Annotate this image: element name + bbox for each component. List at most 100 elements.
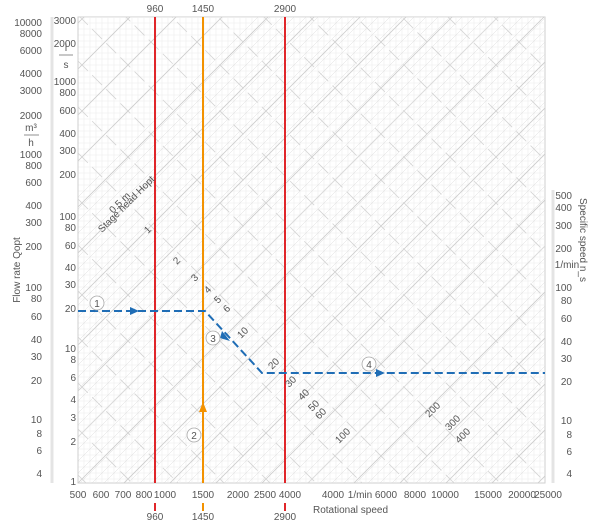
svg-text:3: 3 (210, 334, 216, 345)
svg-text:60: 60 (65, 241, 77, 252)
svg-text:100: 100 (59, 212, 76, 223)
unit-m3h: m³ h (24, 123, 39, 149)
svg-text:60: 60 (561, 314, 573, 325)
svg-text:500: 500 (70, 490, 87, 501)
x-axis-title: Rotational speed (313, 505, 388, 516)
svg-text:4000: 4000 (279, 490, 302, 501)
svg-text:4000: 4000 (20, 69, 43, 80)
svg-text:10: 10 (561, 416, 573, 427)
y-axis-right-title: Specific speed n_s (577, 198, 588, 282)
svg-text:960: 960 (147, 512, 164, 523)
svg-text:4: 4 (36, 469, 42, 480)
svg-text:4: 4 (70, 395, 76, 406)
svg-text:6: 6 (36, 446, 42, 457)
svg-text:3000: 3000 (20, 86, 43, 97)
svg-text:30: 30 (561, 354, 573, 365)
svg-text:2000: 2000 (54, 39, 77, 50)
svg-text:400: 400 (555, 203, 572, 214)
svg-text:200: 200 (555, 244, 572, 255)
svg-text:2900: 2900 (274, 512, 297, 523)
svg-text:600: 600 (25, 178, 42, 189)
svg-text:10: 10 (31, 415, 43, 426)
svg-text:600: 600 (93, 490, 110, 501)
svg-text:1000: 1000 (20, 150, 43, 161)
svg-text:4: 4 (566, 469, 572, 480)
svg-text:8000: 8000 (20, 29, 43, 40)
svg-text:400: 400 (25, 201, 42, 212)
arrow-diagonal-icon (220, 331, 230, 341)
svg-text:100: 100 (555, 283, 572, 294)
svg-text:800: 800 (25, 161, 42, 172)
svg-text:8: 8 (566, 430, 572, 441)
svg-text:2: 2 (191, 431, 197, 442)
svg-text:300: 300 (59, 146, 76, 157)
x-axis-ticks: 500 600 700 800 1000 1500 2000 2500 4000 4000 1/mi… (70, 490, 563, 501)
svg-text:80: 80 (65, 223, 77, 234)
svg-text:4000: 4000 (322, 490, 345, 501)
svg-text:300: 300 (555, 221, 572, 232)
svg-text:2000: 2000 (227, 490, 250, 501)
svg-text:8: 8 (70, 355, 76, 366)
y-axis-right-unit: 1/min (555, 260, 579, 271)
svg-text:30: 30 (65, 280, 77, 291)
svg-text:800: 800 (136, 490, 153, 501)
marker-1: 1 (89, 295, 105, 311)
svg-text:3000: 3000 (54, 16, 77, 27)
svg-text:6: 6 (566, 447, 572, 458)
svg-text:20000: 20000 (508, 490, 536, 501)
svg-text:800: 800 (59, 88, 76, 99)
marker-4: 4 (361, 356, 377, 372)
svg-text:3: 3 (70, 413, 76, 424)
svg-text:400: 400 (59, 129, 76, 140)
svg-text:1/min: 1/min (348, 490, 372, 501)
svg-text:1450: 1450 (192, 512, 215, 523)
marker-2: 2 (186, 427, 202, 443)
svg-text:600: 600 (59, 106, 76, 117)
svg-text:8000: 8000 (404, 490, 427, 501)
svg-text:6000: 6000 (375, 490, 398, 501)
svg-text:40: 40 (31, 335, 43, 346)
unit-ls-den: s (64, 60, 69, 71)
unit-m3h-num: m³ (25, 123, 37, 134)
svg-text:100: 100 (25, 283, 42, 294)
left-axis-m3h (50, 17, 79, 483)
diagonal-grid (78, 17, 545, 483)
svg-text:15000: 15000 (474, 490, 502, 501)
svg-text:6: 6 (70, 373, 76, 384)
svg-text:1: 1 (70, 477, 76, 488)
svg-text:2900: 2900 (274, 4, 297, 15)
arrow-right-icon (130, 307, 139, 315)
svg-text:2500: 2500 (254, 490, 277, 501)
ref-line-960: 960 960 (147, 4, 164, 523)
svg-text:1450: 1450 (192, 4, 215, 15)
svg-text:40: 40 (561, 337, 573, 348)
svg-text:20: 20 (561, 377, 573, 388)
svg-text:10000: 10000 (431, 490, 459, 501)
svg-text:20: 20 (65, 304, 77, 315)
svg-text:60: 60 (31, 312, 43, 323)
arrow-right-icon (376, 369, 385, 377)
svg-text:2: 2 (70, 437, 76, 448)
svg-text:8: 8 (36, 429, 42, 440)
example-path (78, 307, 545, 483)
unit-ls: l s (59, 43, 73, 71)
marker-3: 3 (205, 330, 221, 346)
ref-line-2900: 2900 2900 (274, 4, 297, 523)
unit-ls-num: l (65, 43, 67, 54)
svg-text:10000: 10000 (14, 18, 42, 29)
svg-text:960: 960 (147, 4, 164, 15)
svg-text:1000: 1000 (54, 77, 77, 88)
svg-text:700: 700 (115, 490, 132, 501)
y-axis-title: Flow rate Qopt (12, 237, 23, 303)
svg-text:6000: 6000 (20, 46, 43, 57)
svg-text:40: 40 (65, 263, 77, 274)
svg-text:80: 80 (561, 296, 573, 307)
unit-m3h-den: h (28, 138, 34, 149)
svg-text:500: 500 (555, 191, 572, 202)
svg-text:2000: 2000 (20, 111, 43, 122)
svg-text:10: 10 (65, 344, 77, 355)
svg-text:25000: 25000 (534, 490, 562, 501)
plot-area (77, 16, 546, 484)
